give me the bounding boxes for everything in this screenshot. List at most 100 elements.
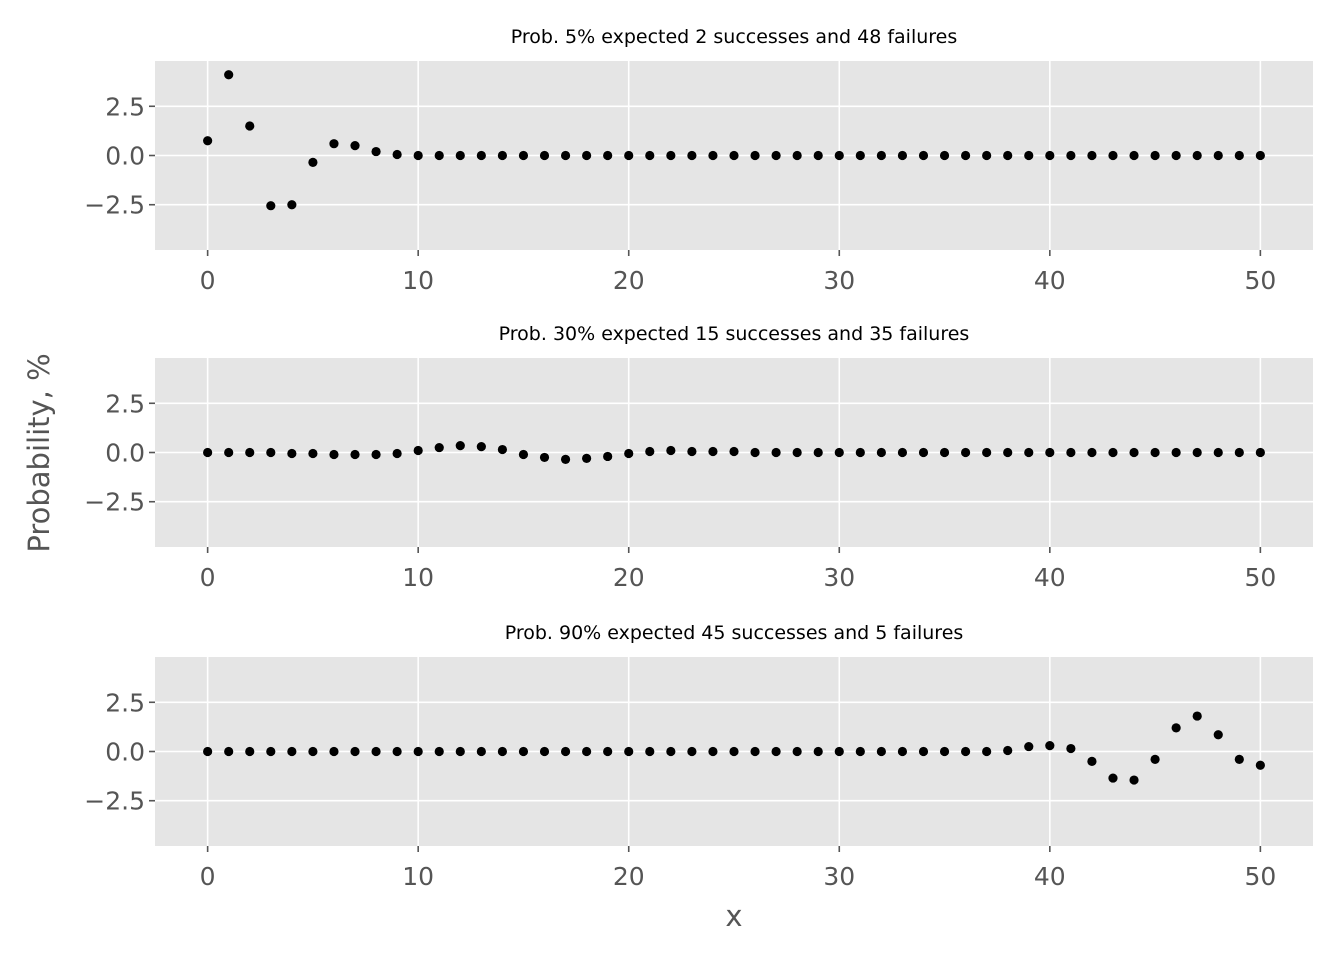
data-point	[750, 150, 760, 161]
x-tick-label: 20	[613, 266, 645, 295]
data-point	[750, 746, 760, 757]
data-point	[939, 746, 950, 757]
x-tick-label: 0	[200, 862, 216, 891]
data-point	[392, 149, 402, 160]
data-point	[455, 441, 465, 451]
data-point	[1129, 775, 1139, 785]
data-point	[413, 746, 423, 757]
data-point	[1066, 447, 1076, 458]
data-point	[876, 746, 886, 757]
data-point	[1150, 447, 1160, 458]
data-point	[1234, 754, 1244, 764]
subplot-title: Prob. 90% expected 45 successes and 5 fa…	[505, 622, 964, 644]
data-point	[1003, 150, 1013, 161]
data-point	[855, 150, 865, 161]
data-point	[771, 150, 781, 161]
data-point	[203, 447, 213, 458]
figure-xlabel: x	[725, 899, 742, 933]
data-point	[1255, 150, 1265, 161]
data-point	[1087, 447, 1097, 458]
data-point	[897, 150, 908, 161]
data-point	[392, 746, 402, 757]
data-point	[645, 446, 655, 457]
data-point	[245, 121, 255, 131]
data-point	[645, 150, 655, 161]
data-point	[518, 449, 529, 460]
data-point	[287, 200, 297, 210]
y-tick-label: −2.5	[84, 787, 145, 816]
x-tick-label: 30	[823, 862, 855, 891]
data-point	[224, 447, 234, 458]
y-tick-label: 0.0	[105, 142, 145, 171]
x-tick-label: 0	[200, 563, 216, 592]
data-point	[476, 150, 486, 161]
data-point	[1213, 730, 1223, 740]
data-point	[666, 445, 676, 456]
data-point	[939, 150, 950, 161]
data-point	[834, 746, 844, 757]
data-point	[792, 447, 802, 458]
data-point	[1003, 447, 1013, 458]
data-point	[687, 446, 697, 457]
x-tick-label: 0	[200, 266, 216, 295]
x-tick-label: 20	[613, 862, 645, 891]
data-point	[708, 446, 718, 457]
data-point	[497, 746, 507, 757]
data-point	[813, 746, 823, 757]
data-point	[1129, 150, 1139, 161]
data-point	[1255, 447, 1265, 458]
data-point	[1024, 150, 1034, 161]
data-point	[245, 746, 255, 757]
data-point	[308, 448, 318, 459]
data-point	[1066, 150, 1076, 161]
subplot-title: Prob. 5% expected 2 successes and 48 fai…	[511, 26, 958, 48]
data-point	[897, 447, 908, 458]
data-point	[834, 447, 844, 458]
data-point	[750, 447, 760, 458]
data-point	[582, 453, 592, 464]
y-tick-label: 0.0	[105, 439, 145, 468]
data-point	[1255, 760, 1265, 770]
data-point	[539, 746, 550, 757]
data-point	[771, 746, 781, 757]
y-tick-label: 2.5	[105, 688, 145, 717]
data-point	[624, 448, 634, 459]
data-point	[792, 150, 802, 161]
data-point	[1192, 150, 1202, 161]
data-point	[497, 444, 507, 455]
data-point	[1234, 447, 1244, 458]
data-point	[518, 746, 529, 757]
data-point	[476, 441, 486, 452]
data-point	[729, 150, 739, 161]
data-point	[560, 454, 571, 464]
data-point	[1066, 743, 1076, 754]
data-point	[539, 150, 550, 161]
data-point	[434, 150, 444, 161]
data-point	[1234, 150, 1244, 161]
data-point	[961, 150, 971, 161]
y-tick-label: −2.5	[84, 488, 145, 517]
data-point	[813, 447, 823, 458]
x-tick-label: 40	[1034, 563, 1066, 592]
subplot-3: 0 10 20 30 40 50 2.5 0.0 −2.5 Prob. 90% expected …	[84, 622, 1313, 891]
data-point	[1045, 740, 1055, 751]
data-point	[203, 136, 213, 146]
data-point	[855, 447, 865, 458]
data-point	[1003, 745, 1013, 756]
data-point	[729, 446, 739, 457]
data-point	[392, 448, 402, 459]
data-point	[1045, 150, 1055, 161]
data-point	[792, 746, 802, 757]
subplot-2: 0 10 20 30 40 50 2.5 0.0 −2.5 Prob. 30% expected …	[84, 323, 1313, 592]
x-tick-label: 10	[402, 862, 434, 891]
x-tick-label: 30	[823, 563, 855, 592]
data-point	[266, 201, 276, 211]
data-point	[603, 451, 613, 462]
data-point	[1192, 711, 1202, 721]
data-point	[982, 447, 992, 458]
data-point	[1213, 150, 1223, 161]
data-point	[1129, 447, 1139, 458]
data-point	[287, 746, 297, 757]
data-point	[476, 746, 486, 757]
data-point	[308, 746, 318, 757]
